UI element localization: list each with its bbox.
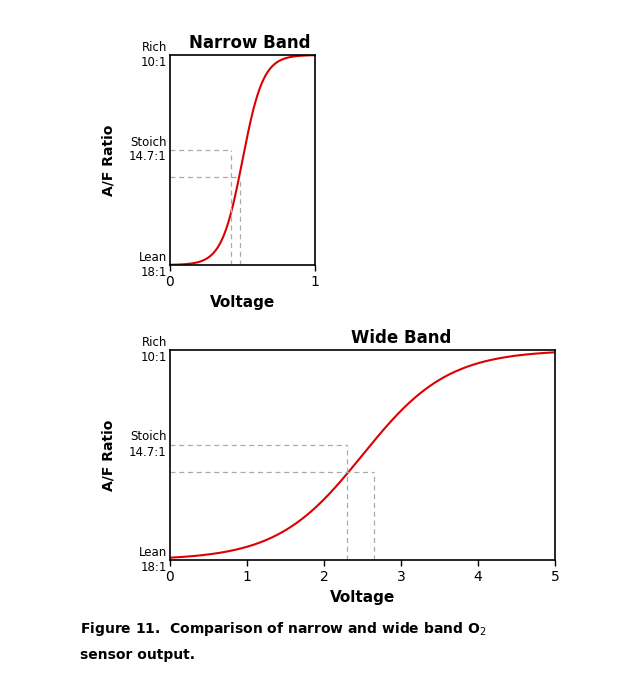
X-axis label: Voltage: Voltage bbox=[330, 590, 395, 605]
Text: A/F Ratio: A/F Ratio bbox=[101, 124, 115, 196]
Text: sensor output.: sensor output. bbox=[80, 648, 195, 662]
Text: Wide Band: Wide Band bbox=[351, 329, 451, 347]
Text: Lean
18:1: Lean 18:1 bbox=[139, 546, 167, 574]
Text: Lean
18:1: Lean 18:1 bbox=[139, 251, 167, 279]
Text: A/F Ratio: A/F Ratio bbox=[101, 419, 115, 491]
Text: Stoich
14.7:1: Stoich 14.7:1 bbox=[129, 136, 167, 163]
Text: Rich
10:1: Rich 10:1 bbox=[141, 336, 167, 364]
Text: Narrow Band: Narrow Band bbox=[189, 33, 310, 51]
Text: Stoich
14.7:1: Stoich 14.7:1 bbox=[129, 430, 167, 459]
Text: Figure 11.  Comparison of narrow and wide band O$_2$: Figure 11. Comparison of narrow and wide… bbox=[80, 620, 486, 638]
Text: Rich
10:1: Rich 10:1 bbox=[141, 41, 167, 69]
X-axis label: Voltage: Voltage bbox=[210, 295, 275, 310]
